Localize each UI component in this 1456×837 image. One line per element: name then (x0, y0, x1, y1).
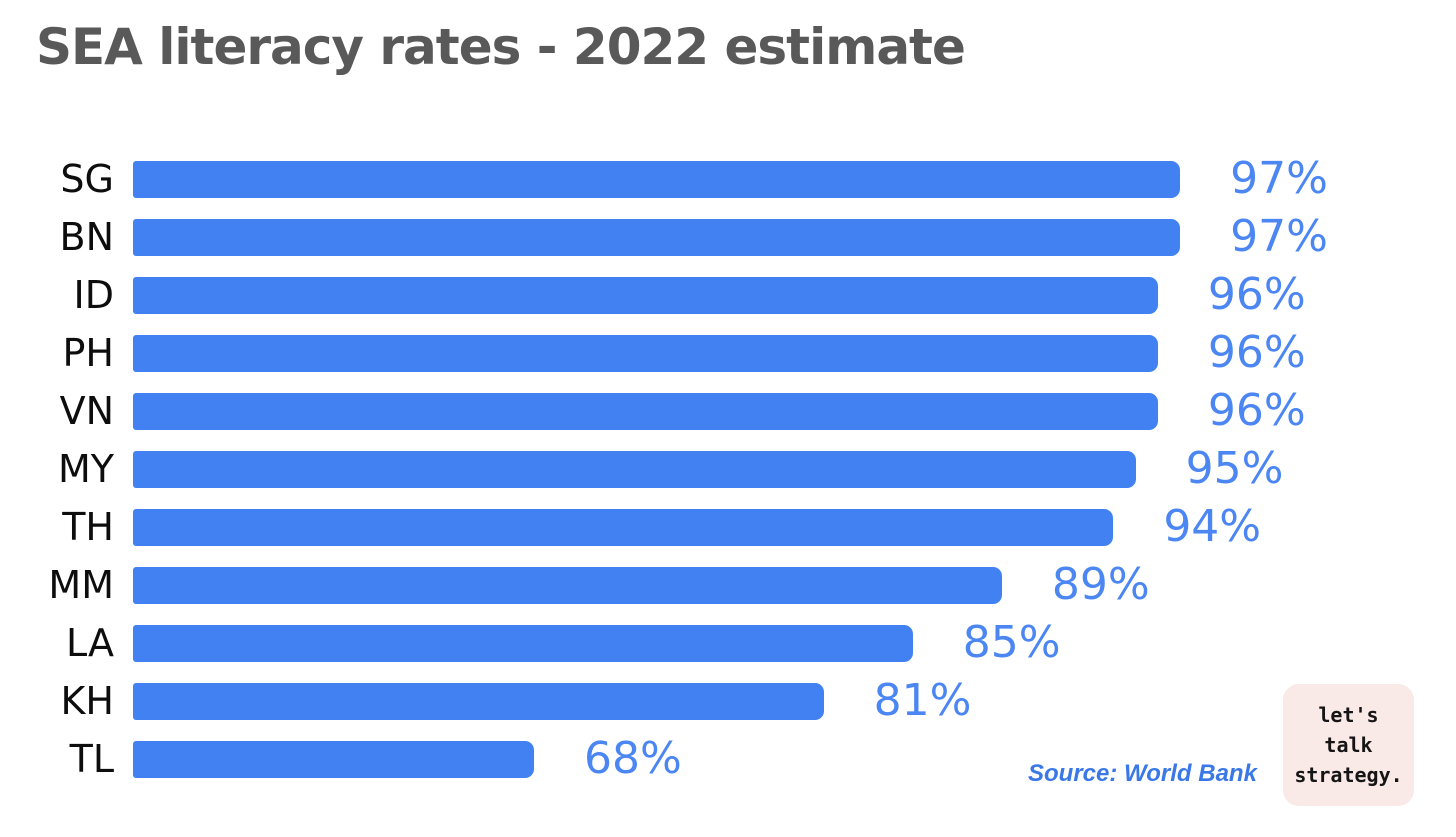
value-label: 68% (584, 733, 682, 784)
bar-track: 97% (133, 215, 1328, 259)
bar-row: ID 96% (36, 266, 1306, 324)
value-label: 89% (1051, 559, 1150, 610)
bar-row: SG 97% (36, 150, 1328, 208)
bar-th (133, 508, 1114, 546)
bar-vn (133, 392, 1158, 430)
bar-row: MM 89% (36, 556, 1247, 614)
category-label: MM (48, 563, 114, 607)
bar-row: PH 96% (36, 324, 1306, 382)
badge-line-2: talk (1324, 733, 1373, 757)
badge-line-3: strategy. (1294, 763, 1403, 787)
bar-chart: SG 97% BN 97% ID 96% PH 96% VN 96% MY 95% TH 94% MM 89%… (36, 150, 1328, 788)
bar-track: 81% (133, 679, 1247, 723)
bar-sg (133, 160, 1181, 198)
value-label: 95% (1185, 443, 1284, 494)
category-label: VN (59, 389, 114, 433)
bar-ph (133, 334, 1158, 372)
bar-track: 97% (133, 157, 1328, 201)
value-label: 96% (1207, 269, 1306, 320)
value-label: 96% (1207, 385, 1306, 436)
bar-track: 96% (133, 389, 1306, 433)
bar-track: 89% (133, 563, 1247, 607)
category-label: PH (62, 331, 115, 375)
value-label: 97% (1230, 211, 1328, 262)
bar-row: MY 95% (36, 440, 1283, 498)
bar-kh (133, 682, 824, 720)
bar-row: VN 96% (36, 382, 1306, 440)
badge-line-1: let's (1318, 703, 1379, 727)
bar-bn (133, 218, 1181, 256)
category-label: TL (69, 737, 114, 781)
category-label: TH (62, 505, 114, 549)
bar-track: 85% (133, 621, 1247, 665)
bar-row: LA 85% (36, 614, 1247, 672)
brand-badge: let's talk strategy. (1283, 684, 1414, 806)
category-label: SG (60, 157, 114, 201)
category-label: LA (65, 621, 114, 665)
bar-row: TH 94% (36, 498, 1261, 556)
value-label: 81% (873, 675, 972, 726)
bar-track: 94% (133, 505, 1261, 549)
bar-row: KH 81% (36, 672, 1247, 730)
bar-my (133, 450, 1136, 488)
category-label: ID (73, 273, 114, 317)
category-label: MY (58, 447, 114, 491)
source-note: Source: World Bank (1028, 760, 1257, 787)
value-label: 97% (1230, 153, 1328, 204)
value-label: 85% (962, 617, 1061, 668)
bar-la (133, 624, 913, 662)
category-label: KH (60, 679, 115, 723)
value-label: 94% (1163, 501, 1262, 552)
bar-track: 68% (133, 737, 1247, 781)
bar-mm (133, 566, 1002, 604)
bar-track: 95% (133, 447, 1283, 491)
bar-row: BN 97% (36, 208, 1328, 266)
bar-track: 96% (133, 273, 1306, 317)
value-label: 96% (1207, 327, 1306, 378)
bar-tl (133, 740, 535, 778)
category-label: BN (59, 215, 115, 259)
chart-title: SEA literacy rates - 2022 estimate (36, 18, 966, 76)
bar-id (133, 276, 1158, 314)
bar-row: TL 68% (36, 730, 1247, 788)
bar-track: 96% (133, 331, 1306, 375)
